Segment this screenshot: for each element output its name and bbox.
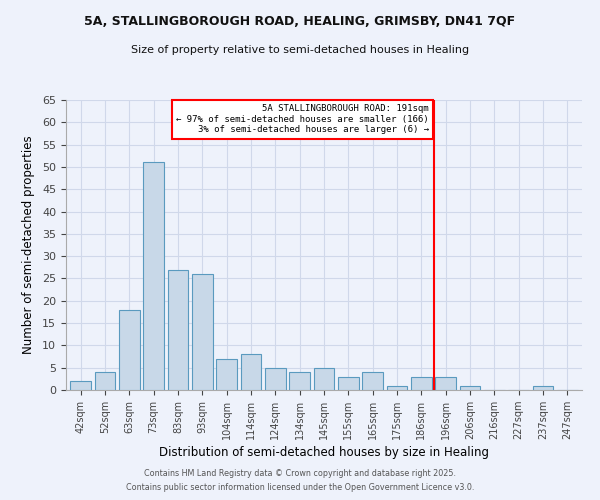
Bar [241, 354, 262, 390]
Bar [436, 376, 456, 390]
X-axis label: Distribution of semi-detached houses by size in Healing: Distribution of semi-detached houses by … [159, 446, 489, 459]
Bar [362, 372, 383, 390]
Bar [143, 162, 164, 390]
Bar [289, 372, 310, 390]
Bar [386, 386, 407, 390]
Bar [95, 372, 115, 390]
Text: Contains HM Land Registry data © Crown copyright and database right 2025.: Contains HM Land Registry data © Crown c… [144, 468, 456, 477]
Y-axis label: Number of semi-detached properties: Number of semi-detached properties [22, 136, 35, 354]
Bar [192, 274, 212, 390]
Bar [314, 368, 334, 390]
Bar [216, 359, 237, 390]
Bar [265, 368, 286, 390]
Bar [533, 386, 553, 390]
Bar [411, 376, 432, 390]
Bar [119, 310, 140, 390]
Text: 5A STALLINGBOROUGH ROAD: 191sqm
← 97% of semi-detached houses are smaller (166)
: 5A STALLINGBOROUGH ROAD: 191sqm ← 97% of… [176, 104, 428, 134]
Bar [70, 381, 91, 390]
Bar [460, 386, 481, 390]
Text: Size of property relative to semi-detached houses in Healing: Size of property relative to semi-detach… [131, 45, 469, 55]
Bar [167, 270, 188, 390]
Text: Contains public sector information licensed under the Open Government Licence v3: Contains public sector information licen… [126, 484, 474, 492]
Text: 5A, STALLINGBOROUGH ROAD, HEALING, GRIMSBY, DN41 7QF: 5A, STALLINGBOROUGH ROAD, HEALING, GRIMS… [85, 15, 515, 28]
Bar [338, 376, 359, 390]
